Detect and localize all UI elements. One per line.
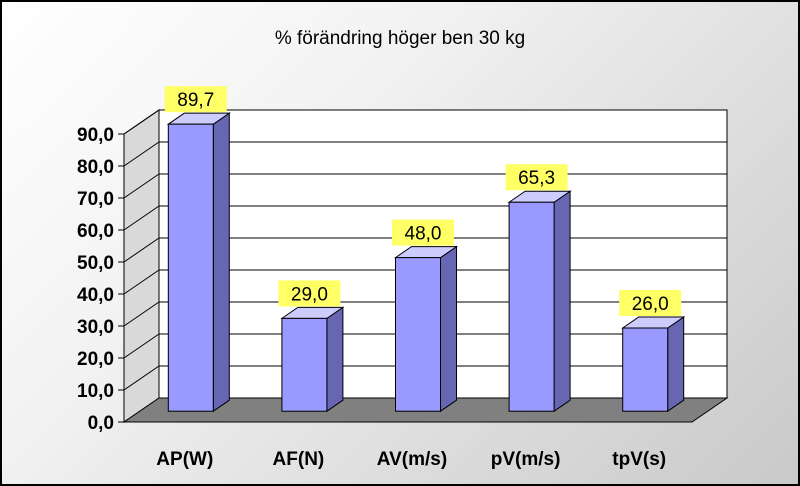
x-tick-label: AF(N) [273,449,325,470]
bar-AP(W) [166,112,231,413]
bar-side [212,112,230,413]
bar-tpV(s) [621,316,686,413]
gridline-side [123,205,160,231]
x-tick-label: AP(W) [156,449,213,470]
gridline-side [123,173,160,199]
bar-side [553,190,571,413]
gridline-side [123,237,160,263]
data-label: 89,7 [177,90,214,111]
y-tick-label: 60,0 [77,221,114,242]
bar [281,317,328,412]
y-tick-label: 10,0 [77,381,114,402]
y-tick-label: 0,0 [88,413,114,434]
x-tick-label: tpV(s) [612,449,666,470]
bar-pV(m/s) [507,190,572,413]
y-tick-label: 70,0 [77,189,114,210]
chart-title: % förändring höger ben 30 kg [274,28,526,49]
data-label: 48,0 [405,224,442,245]
side-wall [123,109,160,423]
y-tick-label: 80,0 [77,157,114,178]
gridline-side [123,109,160,135]
gridline-side [123,301,160,327]
bar-side [326,306,344,413]
gridline-side [123,333,160,359]
bar [622,327,669,412]
data-label: 29,0 [291,284,328,305]
y-tick-label: 50,0 [77,253,114,274]
x-tick-label: pV(m/s) [491,449,561,470]
data-label-bg [619,290,682,316]
gridline-side [123,141,160,167]
data-label-bg [392,219,454,246]
y-tick-label: 40,0 [77,285,114,306]
data-label-bg [505,164,568,191]
x-tick-label: AV(m/s) [377,449,447,470]
bar [508,201,555,412]
data-label-bg [164,86,227,113]
bar [395,257,441,412]
bar-side [667,316,685,413]
data-label-bg [278,280,341,307]
data-label: 26,0 [632,294,669,315]
y-tick-label: 20,0 [77,349,114,370]
data-label: 65,3 [518,168,555,189]
bar-side [440,245,457,413]
y-tick-label: 30,0 [77,317,114,338]
y-tick-label: 90,0 [77,125,114,146]
bar-AF(N) [280,306,345,413]
bar-AV(m/s) [393,245,459,413]
gridline-side [123,269,160,295]
bar [167,123,214,412]
gridline-side [123,365,160,391]
